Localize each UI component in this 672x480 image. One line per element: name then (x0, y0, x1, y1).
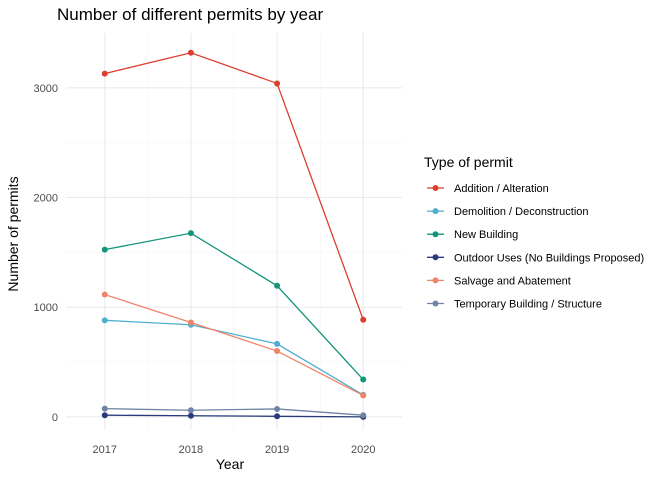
plot-series (101, 49, 367, 420)
y-tick-label: 1000 (34, 302, 58, 314)
legend-label: New Building (454, 229, 518, 241)
grid (66, 33, 402, 430)
series-line (104, 319, 364, 396)
x-tick-label: 2019 (265, 444, 289, 456)
series-addition-alteration (101, 49, 367, 323)
data-point (360, 376, 367, 383)
legend-label: Salvage and Abatement (454, 275, 571, 287)
series-line (104, 293, 364, 397)
data-point (360, 412, 367, 419)
legend-label: Addition / Alteration (454, 183, 549, 195)
legend: Type of permit Addition / Alteration Demo… (424, 154, 644, 311)
data-point (274, 413, 281, 420)
legend-item: Salvage and Abatement (427, 275, 571, 287)
data-point (187, 412, 194, 419)
legend-key-point (432, 231, 439, 238)
series-line (104, 407, 364, 416)
data-point (101, 405, 108, 412)
y-tick-label: 2000 (34, 193, 58, 205)
legend-key-point (432, 254, 439, 261)
series-outdoor-uses-no-buildings-proposed (101, 412, 367, 420)
data-point (274, 405, 281, 412)
legend-label: Outdoor Uses (No Buildings Proposed) (454, 252, 644, 264)
series-new-building (101, 230, 367, 383)
y-axis-title: Number of permits (5, 176, 21, 291)
data-point (101, 291, 108, 298)
data-point (274, 348, 281, 355)
data-point (360, 316, 367, 323)
data-point (274, 340, 281, 347)
data-point (187, 230, 194, 237)
data-point (101, 412, 108, 419)
legend-label: Demolition / Deconstruction (454, 206, 589, 218)
data-point (187, 49, 194, 56)
data-point (187, 319, 194, 326)
legend-item: Addition / Alteration (427, 183, 549, 195)
data-point (101, 70, 108, 77)
x-axis-title: Year (216, 456, 245, 472)
legend-item: Outdoor Uses (No Buildings Proposed) (427, 252, 644, 264)
legend-item: Temporary Building / Structure (427, 299, 602, 311)
data-point (274, 282, 281, 289)
series-line (104, 232, 364, 380)
y-axis-ticks: 0 1000 2000 3000 (34, 83, 58, 424)
legend-title: Type of permit (424, 154, 513, 170)
data-point (187, 407, 194, 414)
x-tick-label: 2018 (179, 444, 203, 456)
data-point (101, 317, 108, 324)
legend-key-point (432, 277, 439, 284)
data-point (360, 392, 367, 399)
series-line (104, 52, 364, 321)
legend-key-point (432, 208, 439, 215)
y-tick-label: 3000 (34, 83, 58, 95)
data-point (101, 246, 108, 253)
legend-key-point (432, 185, 439, 191)
series-line (104, 414, 364, 418)
x-axis-ticks: 2017 2018 2019 2020 (93, 444, 376, 456)
y-tick-label: 0 (52, 412, 58, 424)
legend-item: New Building (427, 229, 518, 241)
series-temporary-building-structure (101, 405, 367, 419)
series-salvage-and-abatement (101, 291, 367, 399)
legend-key-point (432, 300, 439, 307)
x-tick-label: 2017 (93, 444, 117, 456)
legend-label: Temporary Building / Structure (454, 299, 602, 311)
data-point (274, 80, 281, 87)
x-tick-label: 2020 (351, 444, 375, 456)
legend-item: Demolition / Deconstruction (427, 206, 589, 218)
chart-title: Number of different permits by year (57, 5, 323, 24)
